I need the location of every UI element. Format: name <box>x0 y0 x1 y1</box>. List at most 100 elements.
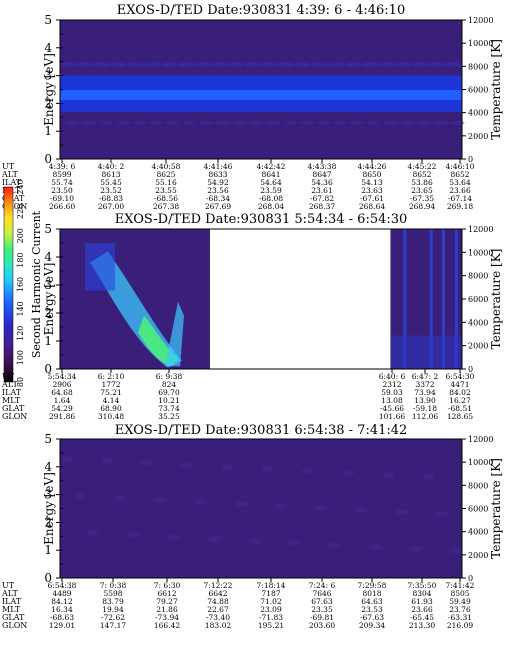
orbit-value: 53.86 <box>411 178 433 187</box>
orbit-value: 8599 <box>52 170 71 179</box>
orbit-value: 7:18:14 <box>257 581 286 590</box>
orbit-row-label: ILAT <box>2 388 22 397</box>
orbit-value: 55.16 <box>155 178 177 187</box>
orbit-value: 61.93 <box>411 597 433 606</box>
band-texture <box>350 120 365 125</box>
orbit-value: 23.56 <box>207 186 229 195</box>
y-right-tick-label: 4000 <box>468 528 488 537</box>
orbit-value: 129.01 <box>49 621 75 630</box>
orbit-value: -72.62 <box>101 613 125 622</box>
band-texture <box>98 120 113 125</box>
y-right-tick-label: 12000 <box>468 435 493 444</box>
band-texture <box>433 120 448 125</box>
orbit-value: -68.83 <box>99 194 123 203</box>
orbit-value: 6:54:38 <box>48 581 77 590</box>
data-region <box>60 439 462 578</box>
band-texture <box>316 120 331 125</box>
band-texture <box>194 61 211 67</box>
chart-title: EXOS-D/TED Date:930831 6:54:38 - 7:41:42 <box>115 423 408 438</box>
orbit-value: 8633 <box>208 170 227 179</box>
orbit-value: 23.55 <box>155 186 177 195</box>
background-texture <box>342 470 355 476</box>
background-texture <box>127 532 140 538</box>
band-texture <box>77 61 94 67</box>
orbit-value: 23.63 <box>361 186 383 195</box>
orbit-value: 23.66 <box>449 186 471 195</box>
orbit-row-label: UT <box>2 581 15 590</box>
orbit-value: 268.37 <box>309 202 335 211</box>
y-tick-label: 4 <box>44 460 52 474</box>
y-right-tick-label: 12000 <box>468 225 493 234</box>
orbit-value: 13.90 <box>414 396 436 405</box>
band-texture <box>417 120 432 125</box>
orbit-value: 74.88 <box>207 597 229 606</box>
orbit-value: 10.21 <box>158 396 179 405</box>
background-texture <box>74 493 87 499</box>
orbit-value: -73.40 <box>206 613 230 622</box>
orbit-value: 4:42:42 <box>257 162 286 171</box>
y-right-axis-label: Temperature [K] <box>489 39 503 140</box>
y-right-tick-label: 0 <box>468 574 473 583</box>
orbit-value: 7: 0:38 <box>100 581 127 590</box>
y-tick-label: 1 <box>44 543 52 557</box>
orbit-value: 84.12 <box>51 597 73 606</box>
orbit-value: 183.02 <box>205 621 231 630</box>
band-texture <box>216 120 231 125</box>
orbit-value: 64.63 <box>361 597 383 606</box>
orbit-value: 55.74 <box>51 178 73 187</box>
orbit-value: 23.59 <box>260 186 282 195</box>
orbit-value: 291.86 <box>49 412 75 421</box>
orbit-value: 266.60 <box>49 202 75 211</box>
orbit-value: 21.86 <box>156 605 178 614</box>
background-texture <box>449 548 462 554</box>
y-axis-label: Energy [eV] <box>42 472 56 545</box>
spectral-streak <box>454 229 458 369</box>
band-texture <box>65 120 80 125</box>
orbit-value: 3372 <box>415 380 434 389</box>
orbit-value: 71.02 <box>260 597 282 606</box>
colorbar-tick-label: 80 <box>16 377 25 387</box>
y-right-tick-label: 10000 <box>468 39 493 48</box>
orbit-value: 6: 2:10 <box>98 372 125 381</box>
colorbar-tick-label: 180 <box>16 252 25 267</box>
colorbar-tick-label: 200 <box>16 228 25 243</box>
band-texture <box>211 61 228 67</box>
band-texture <box>110 61 127 67</box>
colorbar-tick-label: 120 <box>16 326 25 341</box>
orbit-value: 7187 <box>261 589 280 598</box>
orbit-value: 23.53 <box>361 605 383 614</box>
background-texture <box>167 534 180 540</box>
orbit-value: 4:40:58 <box>152 162 181 171</box>
orbit-value: 67.63 <box>311 597 333 606</box>
orbit-value: -67.61 <box>360 194 384 203</box>
y-tick-label: 2 <box>44 96 52 110</box>
orbit-value: 59.03 <box>381 388 403 397</box>
y-right-tick-label: 10000 <box>468 248 493 257</box>
background-texture <box>221 464 234 470</box>
y-tick-label: 1 <box>44 334 52 348</box>
orbit-value: 22.67 <box>207 605 229 614</box>
orbit-value: 267.69 <box>205 202 231 211</box>
orbit-value: -67.14 <box>448 194 472 203</box>
y-right-tick-label: 4000 <box>468 109 488 118</box>
background-texture <box>60 456 73 462</box>
orbit-value: 84.02 <box>449 388 471 397</box>
y-axis-label: Energy [eV] <box>42 263 56 336</box>
orbit-row-label: UT <box>2 162 15 171</box>
background-texture <box>355 507 368 513</box>
y-tick-label: 3 <box>44 69 52 83</box>
orbit-row-label: GLAT <box>2 613 25 622</box>
orbit-value: 68.90 <box>100 404 122 413</box>
band-texture <box>227 61 244 67</box>
band-texture <box>366 120 381 125</box>
orbit-value: -68.34 <box>206 194 230 203</box>
chart-panel-2: EXOS-D/TED Date:930831 5:54:34 - 6:54:30… <box>1 179 503 421</box>
orbit-value: 5598 <box>103 589 122 598</box>
band-texture <box>328 61 345 67</box>
orbit-value: 7:12:22 <box>204 581 233 590</box>
orbit-value: 5:54:34 <box>48 372 77 381</box>
orbit-value: 267.00 <box>98 202 124 211</box>
background-texture <box>382 472 395 478</box>
spectral-streak <box>429 229 433 369</box>
orbit-value: 23.76 <box>449 605 471 614</box>
